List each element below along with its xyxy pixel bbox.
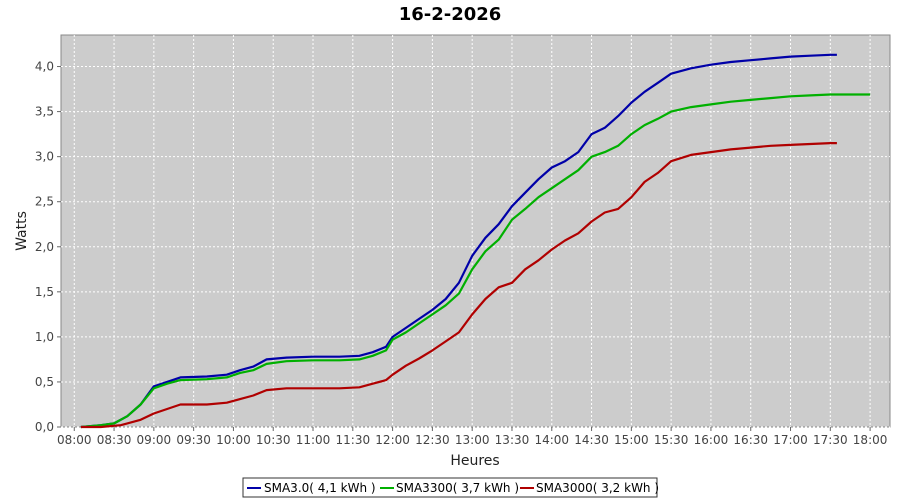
x-axis-label: Heures: [450, 453, 499, 469]
x-tick-label: 17:00: [773, 433, 808, 447]
legend-label-sma3300: SMA3300( 3,7 kWh ): [396, 481, 519, 495]
series-line-sma3000: [80, 142, 837, 429]
x-tick-label: 08:00: [57, 433, 92, 447]
y-tick-label: 0,5: [35, 375, 54, 389]
y-tick-label: 2,5: [35, 195, 54, 209]
y-tick-label: 0,0: [35, 420, 54, 434]
grid-layer: [61, 35, 890, 428]
y-tick-label: 1,0: [35, 330, 54, 344]
plot-area: [60, 34, 891, 428]
y-axis-label: Watts: [14, 211, 30, 251]
x-tick-label: 12:00: [375, 433, 410, 447]
legend: SMA3.0( 4,1 kWh ) SMA3300( 3,7 kWh ) SMA…: [242, 477, 659, 498]
x-tick-label: 15:00: [614, 433, 649, 447]
x-tick-label: 13:30: [495, 433, 530, 447]
x-tick-label: 11:00: [296, 433, 331, 447]
y-tick-label: 1,5: [35, 285, 54, 299]
x-tick-label: 13:00: [455, 433, 490, 447]
legend-label-sma3000: SMA3000( 3,2 kWh ): [536, 481, 659, 495]
chart-title: 16-2-2026: [399, 4, 502, 25]
x-tick-label: 16:00: [694, 433, 729, 447]
x-tick-label: 12:30: [415, 433, 450, 447]
series-line-sma3300: [80, 93, 871, 429]
legend-box: [242, 477, 658, 498]
x-tick-label: 15:30: [654, 433, 689, 447]
y-tick-label: 4,0: [35, 60, 54, 74]
x-tick-label: 09:30: [176, 433, 211, 447]
y-tick-label: 3,0: [35, 150, 54, 164]
x-tick-label: 14:00: [534, 433, 569, 447]
series-layer: [80, 53, 871, 429]
x-tick-label: 16:30: [733, 433, 768, 447]
legend-label-sma3-0: SMA3.0( 4,1 kWh ): [264, 481, 376, 495]
x-tick-label: 10:30: [256, 433, 291, 447]
x-tick-label: 09:00: [137, 433, 172, 447]
x-tick-label: 17:30: [813, 433, 848, 447]
y-tick-label: 2,0: [35, 240, 54, 254]
x-tick-label: 11:30: [336, 433, 371, 447]
x-tick-label: 10:00: [216, 433, 251, 447]
x-tick-label: 08:30: [97, 433, 132, 447]
x-tick-label: 14:30: [574, 433, 609, 447]
y-tick-label: 3,5: [35, 105, 54, 119]
axis-layer: 0,0 0,5 1,0 1,5 2,0 2,5 3,0 3,5 4,0 08:00 08:30 09:…: [35, 60, 887, 447]
series-line-sma3-0: [80, 53, 837, 429]
x-tick-label: 18:00: [853, 433, 888, 447]
